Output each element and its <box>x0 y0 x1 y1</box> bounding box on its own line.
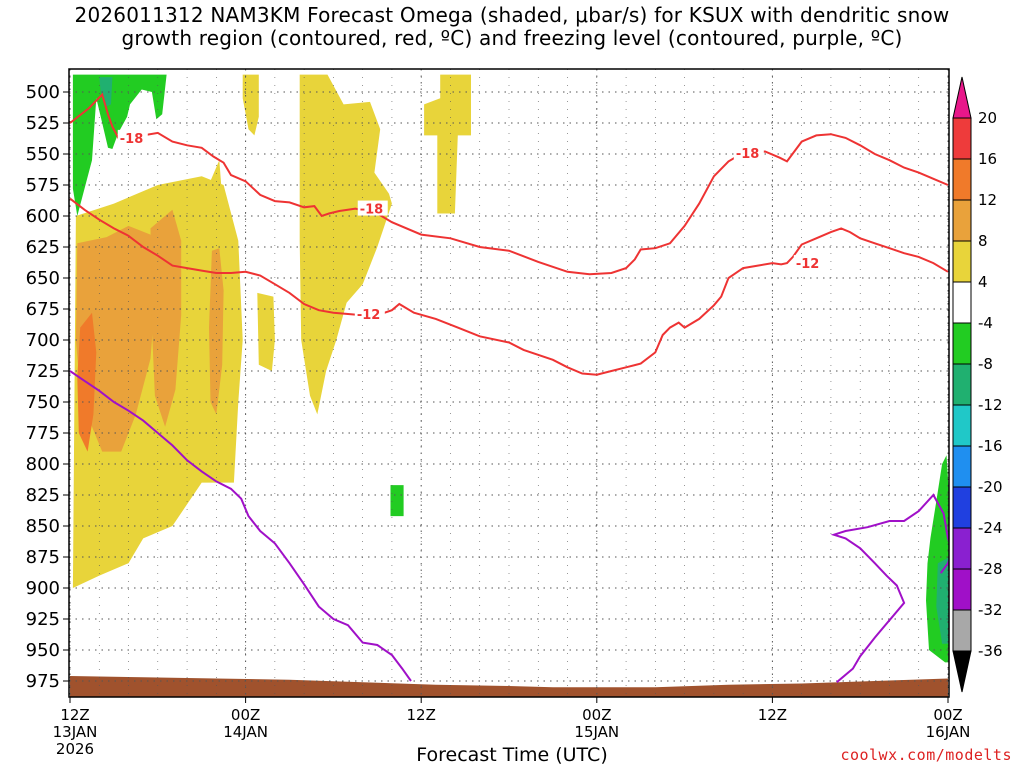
freezing-level-contour <box>69 370 412 682</box>
ground-surface <box>70 676 948 697</box>
colorbar-swatch <box>952 486 972 529</box>
dgz-contour-line <box>69 92 949 276</box>
omega-shaded-region <box>72 74 167 216</box>
colorbar-level-label: 8 <box>978 232 988 250</box>
y-tick-label: 825 <box>26 485 60 506</box>
colorbar-level-label: -28 <box>978 560 1003 578</box>
colorbar-level-label: -36 <box>978 642 1003 660</box>
contour-label: -18 <box>360 203 384 218</box>
colorbar-swatch <box>952 363 972 406</box>
colorbar-level-label: 4 <box>978 273 988 291</box>
y-tick-label: 550 <box>26 144 60 165</box>
colorbar-swatch <box>952 322 972 365</box>
omega-shaded-region <box>150 209 182 427</box>
chart-title: 2026011312 NAM3KM Forecast Omega (shaded… <box>0 4 1024 50</box>
y-tick-label: 925 <box>26 609 60 630</box>
colorbar-level-label: -12 <box>978 396 1003 414</box>
x-axis-label: Forecast Time (UTC) <box>416 744 608 766</box>
y-tick-label: 500 <box>26 82 60 103</box>
colorbar-swatch <box>952 281 972 324</box>
x-tick-label: 12Z <box>407 706 436 724</box>
x-tick-label: 00Z <box>933 706 962 724</box>
x-tick-label: 13JAN <box>53 723 98 741</box>
y-tick-label: 775 <box>26 423 60 444</box>
x-tick-label: 12Z <box>758 706 787 724</box>
y-tick-label: 650 <box>26 268 60 289</box>
colorbar-level-label: -4 <box>978 314 993 332</box>
y-tick-label: 625 <box>26 237 60 258</box>
colorbar: 20 16 12 8 4 -4 -8 -12 -16 -20 -24 -28 -32 -36 <box>952 76 1003 693</box>
colorbar-swatch <box>952 609 972 652</box>
freezing-level-contour <box>830 493 949 683</box>
colorbar-swatch <box>952 240 972 283</box>
y-tick-label: 750 <box>26 392 60 413</box>
x-tick-label: 00Z <box>582 706 611 724</box>
omega-shaded-region <box>242 74 259 136</box>
y-tick-label: 600 <box>26 206 60 227</box>
colorbar-level-label: 20 <box>978 109 997 127</box>
y-tick-label: 850 <box>26 516 60 537</box>
colorbar-level-label: 12 <box>978 191 997 209</box>
colorbar-swatch <box>952 445 972 488</box>
x-tick-label: 2026 <box>56 740 94 758</box>
omega-shaded-region <box>299 74 392 415</box>
colorbar-level-label: -32 <box>978 601 1003 619</box>
colorbar-level-label: 16 <box>978 150 997 168</box>
y-tick-label: 975 <box>26 671 60 692</box>
contour-label-bg <box>354 305 385 321</box>
colorbar-top-arrow <box>952 76 972 119</box>
omega-shaded-region <box>424 74 471 214</box>
chart-title-line2: growth region (contoured, red, ºC) and f… <box>121 26 903 50</box>
colorbar-swatch <box>952 158 972 201</box>
omega-shaded-region <box>99 77 113 107</box>
plot-frame <box>68 68 950 698</box>
y-tick-label: 900 <box>26 578 60 599</box>
omega-shaded-region <box>75 225 158 452</box>
contour-label-bg <box>357 200 388 216</box>
contour-label: -18 <box>736 147 760 162</box>
site-credit: coolwx.com/modelts <box>840 746 1012 764</box>
colorbar-swatch <box>952 568 972 611</box>
contour-label: -18 <box>120 132 143 147</box>
y-tick-label: 950 <box>26 640 60 661</box>
colorbar-swatch <box>952 404 972 447</box>
colorbar-swatch <box>952 527 972 570</box>
grid-lines <box>69 69 949 697</box>
omega-shaded-region <box>936 557 949 644</box>
contour-label: -12 <box>357 308 381 323</box>
y-tick-label: 675 <box>26 299 60 320</box>
contour-label: -12 <box>796 257 820 272</box>
colorbar-swatch <box>952 199 972 242</box>
omega-shaded-region <box>390 485 404 517</box>
colorbar-level-label: -16 <box>978 437 1003 455</box>
y-tick-label: 725 <box>26 361 60 382</box>
colorbar-level-label: -24 <box>978 519 1003 537</box>
colorbar-bottom-arrow <box>952 650 972 693</box>
x-tick-label: 14JAN <box>223 723 268 741</box>
dgz-contour-line <box>69 197 949 376</box>
plot-area: -18 -18 -18 -12 -12 <box>69 69 949 697</box>
contour-label-bg <box>793 255 824 271</box>
y-tick-label: 700 <box>26 330 60 351</box>
colorbar-swatch <box>952 117 972 160</box>
colorbar-level-label: -8 <box>978 355 993 373</box>
x-tick-label: 12Z <box>60 706 89 724</box>
omega-shaded-region <box>257 292 275 371</box>
contour-label-bg <box>117 129 148 145</box>
x-tick-label: 16JAN <box>926 723 971 741</box>
chart-title-line1: 2026011312 NAM3KM Forecast Omega (shaded… <box>74 3 950 27</box>
colorbar-level-label: -20 <box>978 478 1003 496</box>
y-tick-label: 525 <box>26 113 60 134</box>
y-tick-label: 875 <box>26 547 60 568</box>
contour-label-bg <box>733 144 764 160</box>
x-tick-label: 15JAN <box>574 723 619 741</box>
x-tick-label: 00Z <box>231 706 260 724</box>
y-tick-label: 800 <box>26 454 60 475</box>
y-tick-label: 575 <box>26 175 60 196</box>
omega-shaded-region <box>209 248 224 415</box>
